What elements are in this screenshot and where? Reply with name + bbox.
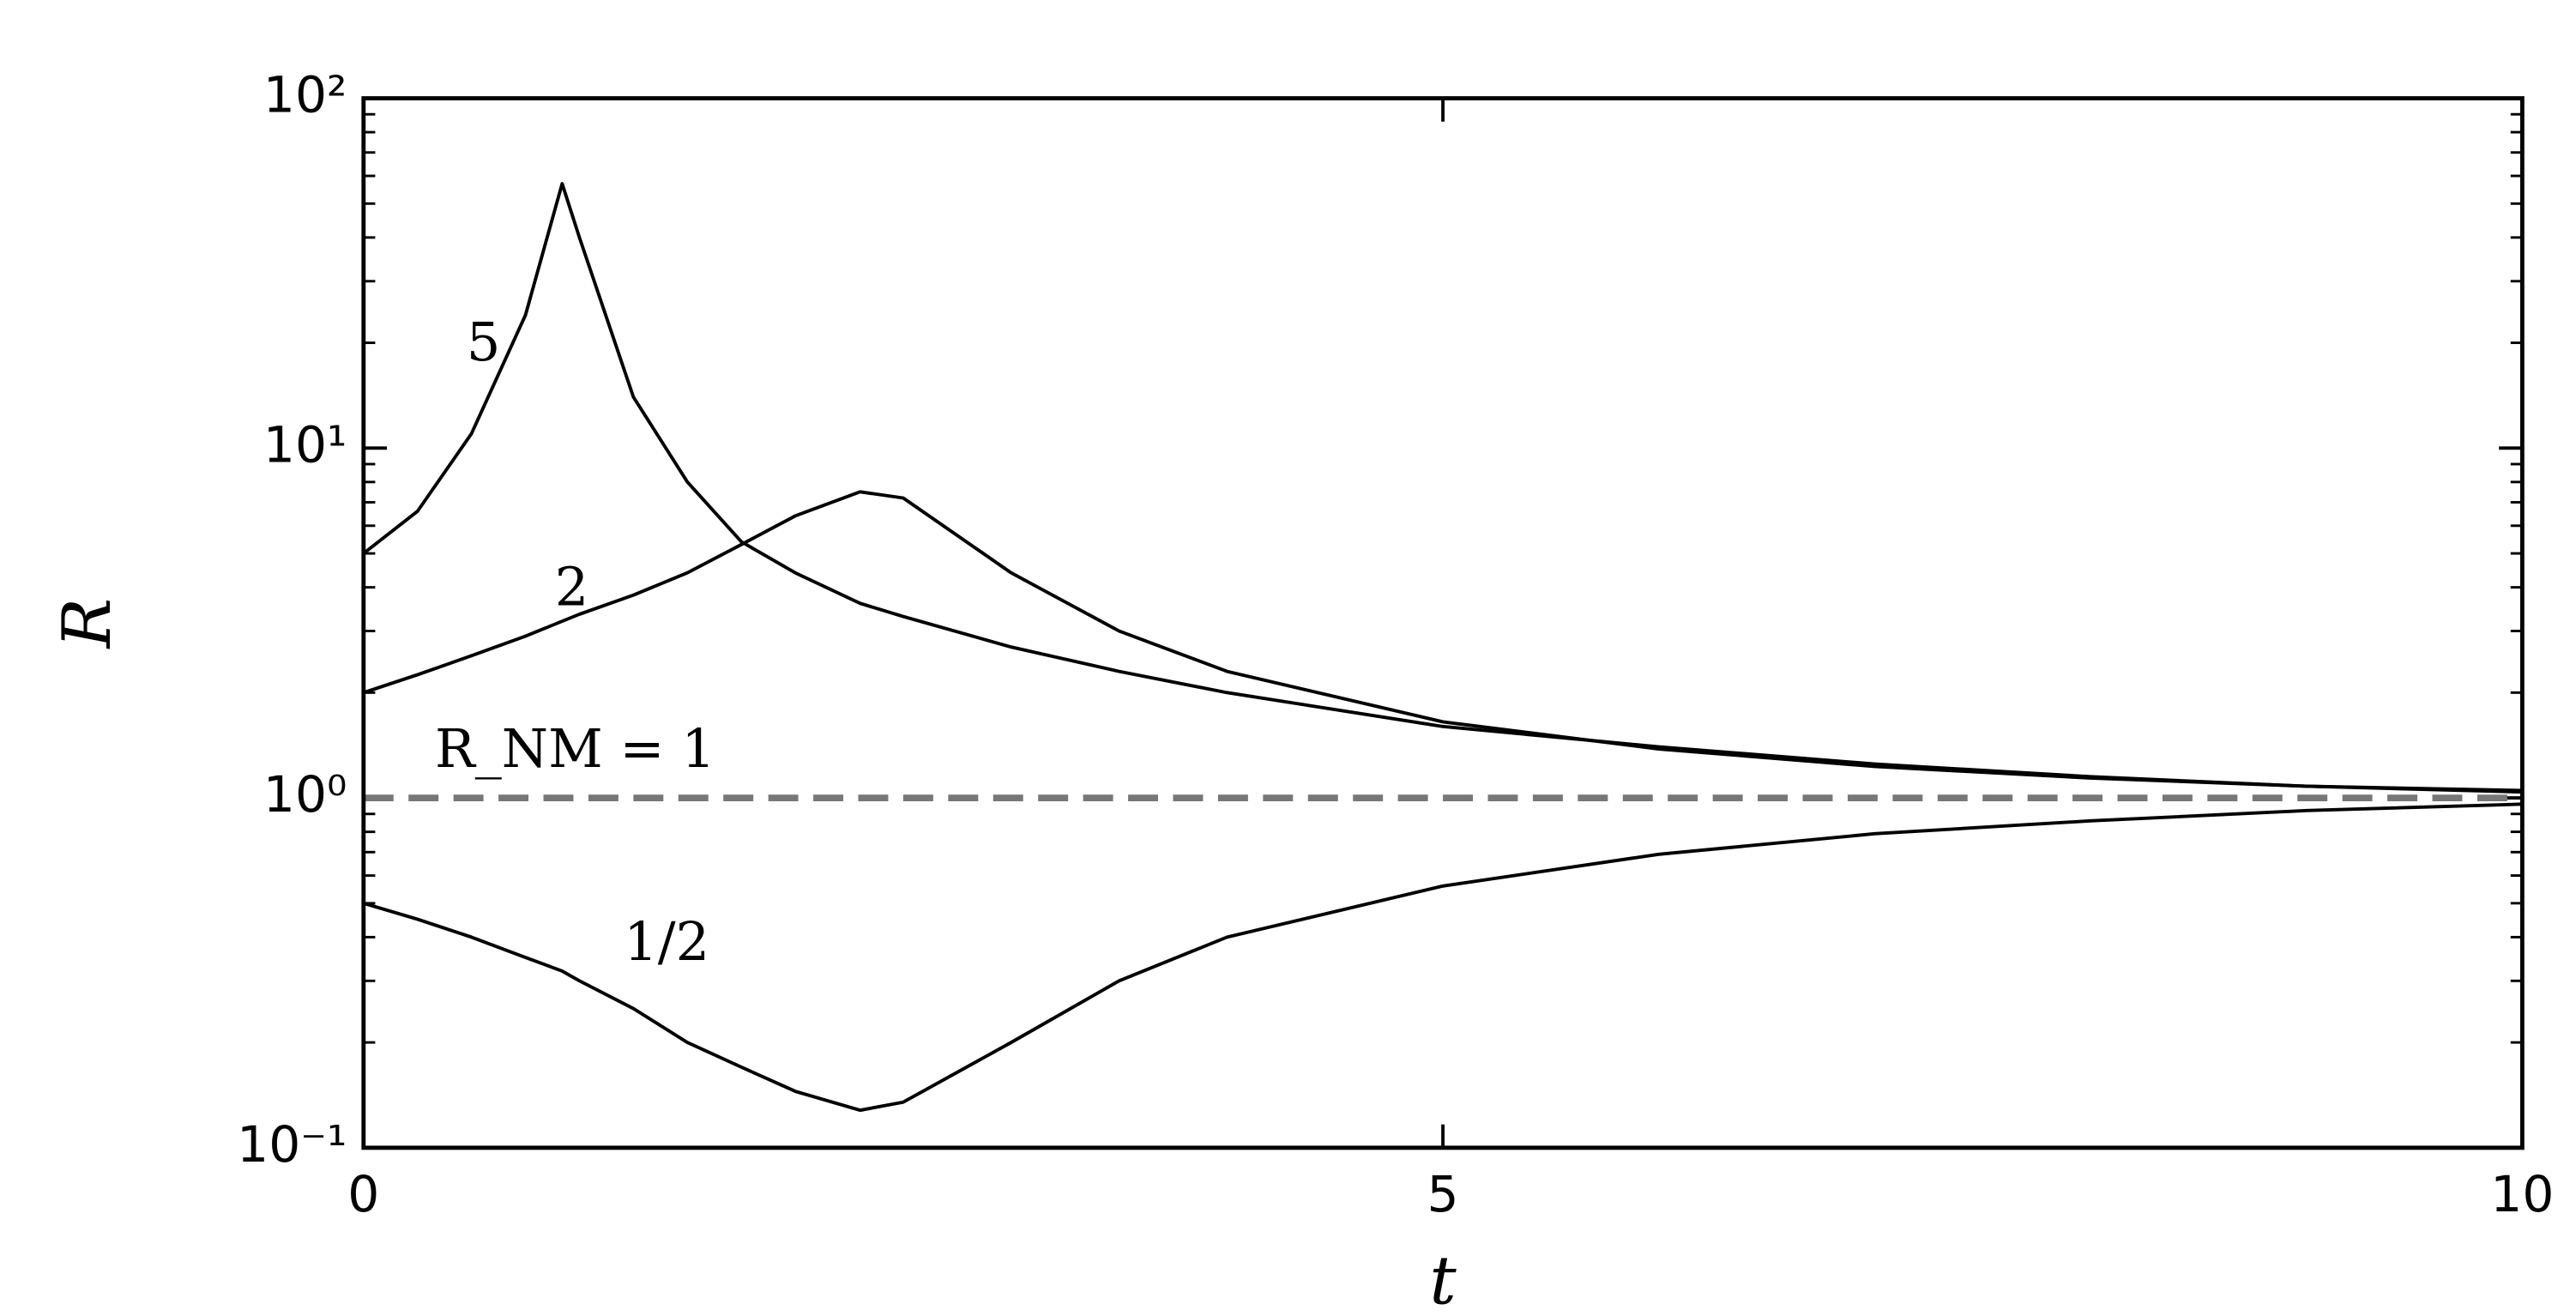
series-line xyxy=(362,182,2523,794)
y-tick-label: 10⁰ xyxy=(263,765,347,824)
series-line xyxy=(363,490,2523,793)
plot-frame xyxy=(361,96,2525,1150)
series-line xyxy=(363,802,2523,1113)
x-tick-label: 5 xyxy=(1427,1165,1459,1223)
y-tick-label: 10¹ xyxy=(263,415,347,474)
x-tick-label: 0 xyxy=(347,1165,379,1223)
series-label: 1/2 xyxy=(624,910,709,973)
y-tick-label: 10² xyxy=(263,66,347,124)
y-axis-label: R xyxy=(49,598,126,649)
x-axis-label: t xyxy=(1429,1243,1457,1316)
x-tick-label: 10 xyxy=(2490,1165,2554,1223)
series-label: 5 xyxy=(467,311,501,373)
series-label: 2 xyxy=(555,555,589,618)
y-tick-label: 10⁻¹ xyxy=(237,1115,347,1174)
series-label: R_NM = 1 xyxy=(435,717,715,780)
